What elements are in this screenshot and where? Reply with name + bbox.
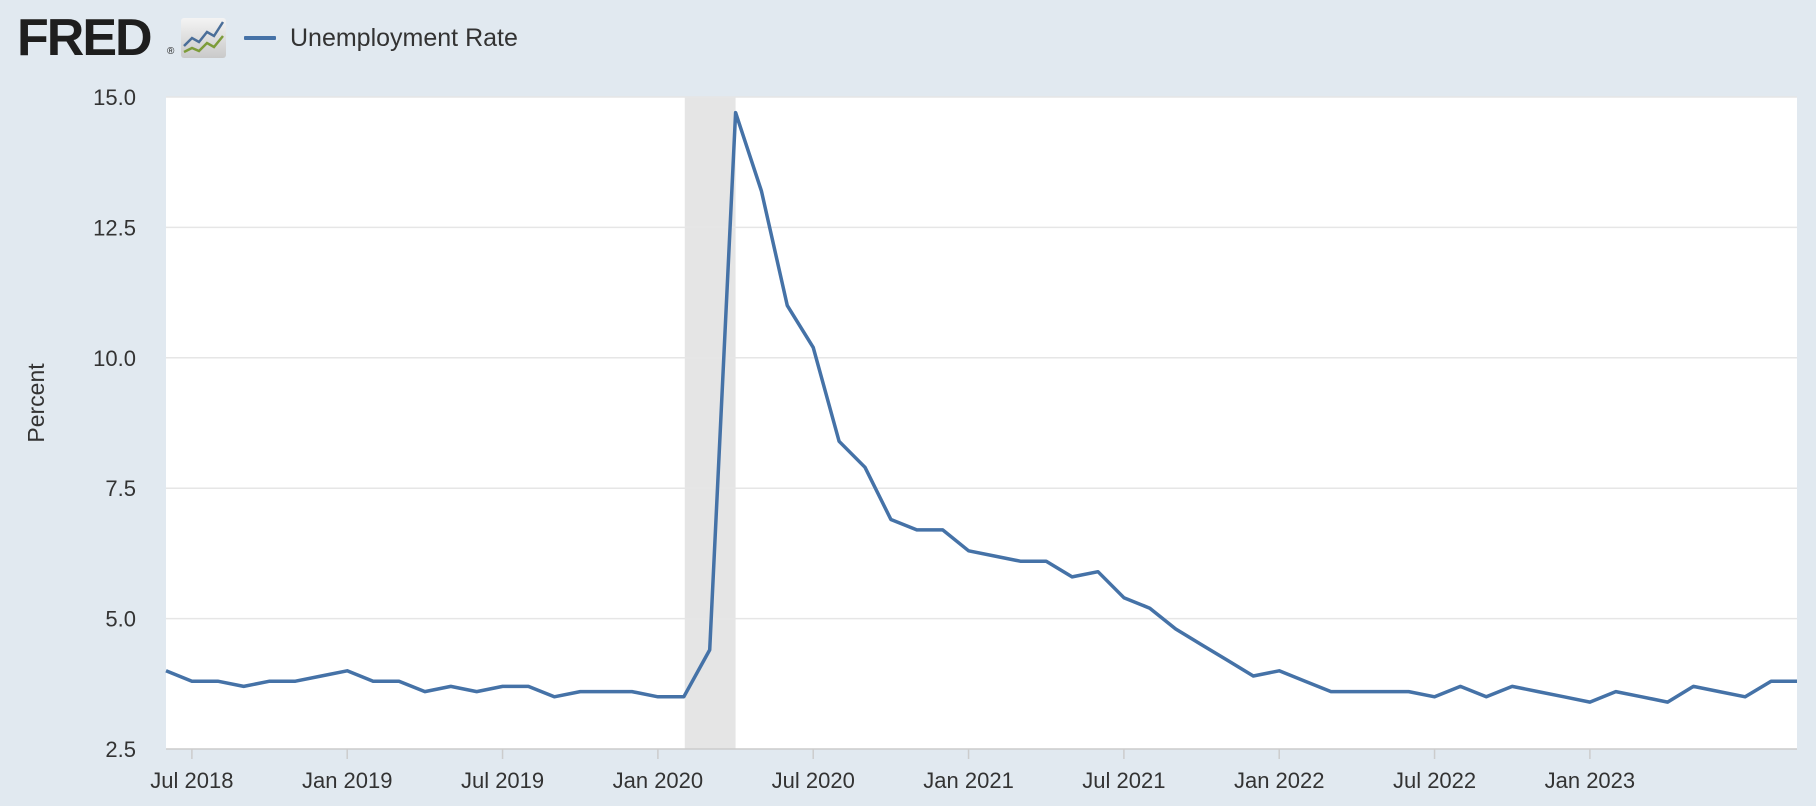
x-tick-label: Jul 2020 <box>772 768 855 793</box>
legend-series-label: Unemployment Rate <box>290 23 518 52</box>
line-graph-icon <box>181 18 226 58</box>
y-tick-label: 2.5 <box>105 737 136 762</box>
x-tick-label: Jan 2021 <box>923 768 1014 793</box>
y-tick-label: 15.0 <box>93 85 136 110</box>
grid-layer <box>166 96 1797 620</box>
axis-layer: 2.5 5.0 7.5 10.0 12.5 15.0 Jul 2018 Jan 2019 Jul… <box>93 85 1797 793</box>
x-tick-label: Jan 2022 <box>1234 768 1325 793</box>
y-tick-label: 7.5 <box>105 476 136 501</box>
plot-area <box>166 97 1797 749</box>
fred-logo[interactable]: FRED <box>17 9 153 67</box>
x-tick-label: Jul 2022 <box>1393 768 1476 793</box>
x-tick-label: Jan 2019 <box>302 768 393 793</box>
y-tick-label: 10.0 <box>93 346 136 371</box>
series-line-unemployment-rate <box>165 110 1797 704</box>
chart-legend[interactable]: Unemployment Rate <box>244 18 518 58</box>
y-tick-label: 12.5 <box>93 215 136 240</box>
x-tick-label: Jan 2020 <box>613 768 704 793</box>
series-layer <box>165 110 1797 704</box>
x-tick-label: Jul 2021 <box>1082 768 1165 793</box>
x-tick-label: Jul 2018 <box>150 768 233 793</box>
x-tick-label: Jan 2023 <box>1545 768 1636 793</box>
y-tick-label: 5.0 <box>105 607 136 632</box>
legend-swatch <box>244 36 276 40</box>
y-axis-title: Percent <box>23 363 49 443</box>
x-tick-label: Jul 2019 <box>461 768 544 793</box>
registered-mark: ® <box>167 46 175 57</box>
chart-header: FRED ® Unemployment Rate <box>0 0 1816 92</box>
